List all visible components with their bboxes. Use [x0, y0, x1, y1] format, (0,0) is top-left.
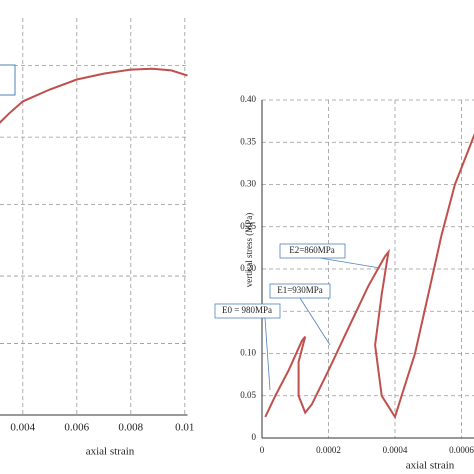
x-tick-label: 0	[260, 445, 265, 455]
annotation-arrow	[264, 317, 271, 391]
data-line	[0, 67, 188, 124]
y-tick-label: 0	[252, 432, 257, 442]
annotation-box	[214, 303, 281, 319]
annotation-box	[279, 243, 346, 259]
legend-box	[0, 64, 16, 96]
annotation: E2=860MPa	[289, 245, 335, 255]
y-tick-label: 0.10	[240, 348, 256, 358]
annotation-arrow	[319, 257, 381, 269]
x-tick-label: 0.0006	[449, 445, 474, 455]
annotation: E1=930MPa	[277, 285, 323, 295]
y-axis-label: vertical stress (MPa)	[244, 213, 254, 287]
y-tick-label: 0.25	[240, 221, 256, 231]
x-axis-label: axial strain	[406, 460, 455, 472]
x-axis-label: axial strain	[86, 446, 135, 458]
x-tick-label: 0.01	[175, 422, 194, 434]
y-tick-label: 0.20	[240, 263, 256, 273]
annotation-box	[269, 283, 331, 299]
annotation: E0 = 980MPa	[222, 305, 272, 315]
x-tick-label: 0.004	[10, 422, 35, 434]
y-tick-label: 0.40	[240, 94, 256, 104]
annotation-arrow	[299, 297, 331, 346]
y-tick-label: 0.35	[240, 136, 256, 146]
y-tick-label: 0.05	[240, 390, 256, 400]
x-tick-label: 0.008	[118, 422, 143, 434]
y-tick-label: 0.30	[240, 179, 256, 189]
x-tick-label: 0.0002	[316, 445, 341, 455]
data-line	[264, 133, 474, 420]
x-tick-label: 0.006	[64, 422, 89, 434]
x-tick-label: 0.0004	[383, 445, 408, 455]
